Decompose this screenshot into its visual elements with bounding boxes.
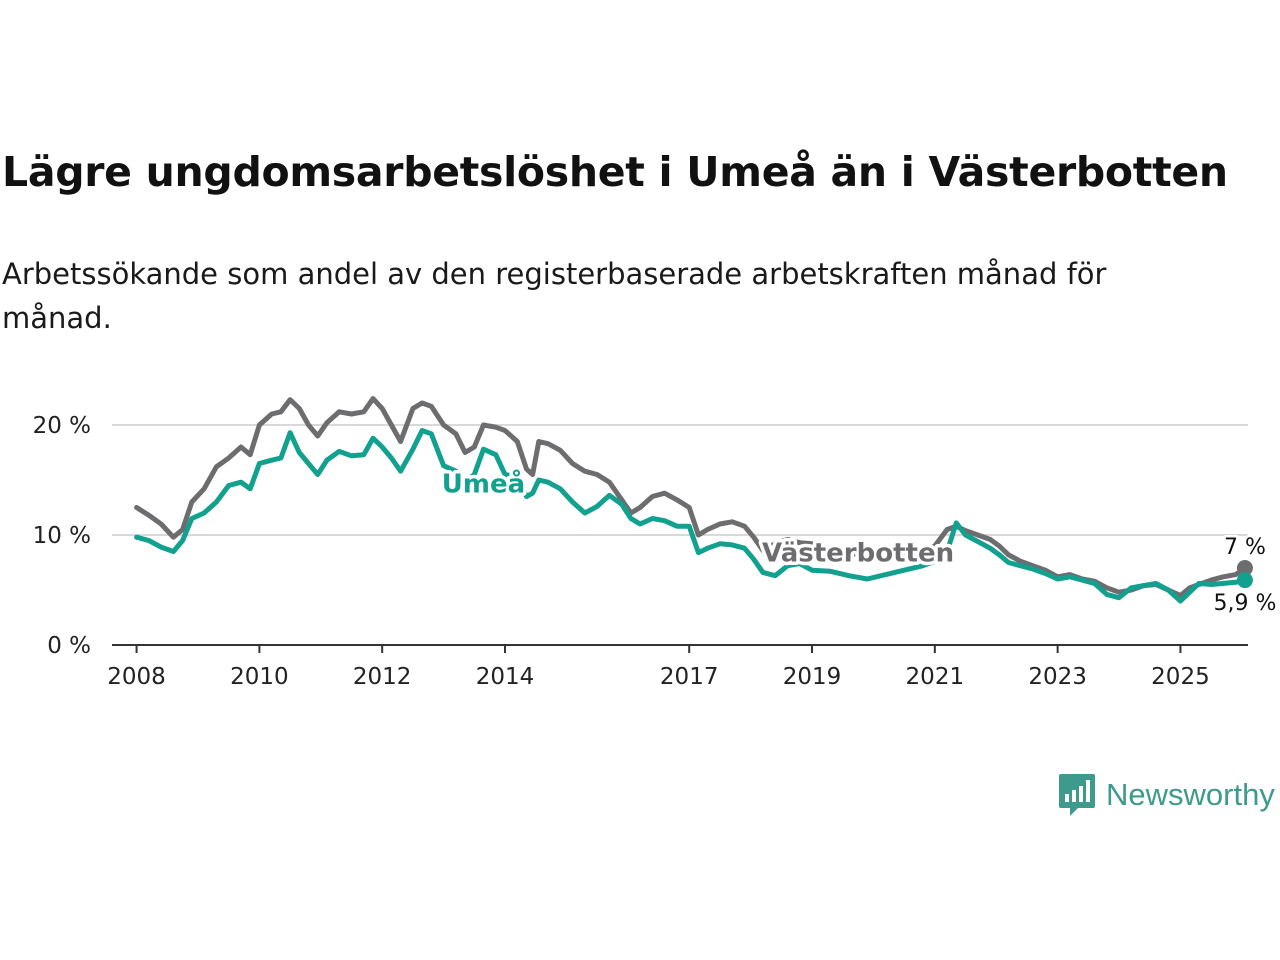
end-value-label: 7 %	[1224, 535, 1266, 560]
series-line-umeå	[134, 428, 1248, 604]
x-tick-label: 2025	[1151, 664, 1210, 690]
series-lines	[134, 396, 1253, 604]
x-tick-label: 2019	[783, 664, 842, 690]
x-tick-label: 2023	[1028, 664, 1087, 690]
y-tick-label: 0 %	[47, 633, 91, 659]
line-chart: 0 % 10 % 20 % 2008 2010 2012 2014 2017 2019 2021…	[33, 396, 1279, 690]
end-value-label: 5,9 %	[1213, 591, 1276, 616]
x-tick-label: 2014	[476, 664, 535, 690]
gridlines	[112, 424, 1248, 536]
y-tick-label: 10 %	[33, 523, 91, 549]
chart-subtitle: Arbetssökande som andel av den registerb…	[2, 257, 1107, 335]
newsworthy-logo-text: Newsworthy	[1106, 777, 1275, 812]
series-name-label: Västerbotten	[762, 539, 954, 569]
y-tick-label: 20 %	[33, 413, 91, 439]
x-axis-ticks: 2008 2010 2012 2014 2017 2019 2021 2023 2025	[107, 645, 1210, 690]
series-labels: 7 % 5,9 % Umeå Västerbotten	[438, 464, 1279, 619]
end-marker-umeå	[1236, 572, 1253, 589]
x-tick-label: 2021	[906, 664, 965, 690]
x-tick-label: 2017	[660, 664, 719, 690]
series-name-label: Umeå	[442, 467, 525, 499]
newsworthy-logo: Newsworthy	[1058, 772, 1275, 818]
end-marker-västerbotten	[1236, 560, 1253, 576]
newsworthy-logo-icon	[1059, 774, 1095, 816]
chart-title: Lägre ungdomsarbetslöshet i Umeå än i Vä…	[2, 148, 1228, 196]
x-tick-label: 2010	[230, 664, 289, 690]
x-tick-label: 2008	[107, 664, 166, 690]
x-tick-label: 2012	[353, 664, 412, 690]
y-axis-ticks: 0 % 10 % 20 %	[33, 413, 91, 659]
series-line-västerbotten	[134, 396, 1248, 598]
